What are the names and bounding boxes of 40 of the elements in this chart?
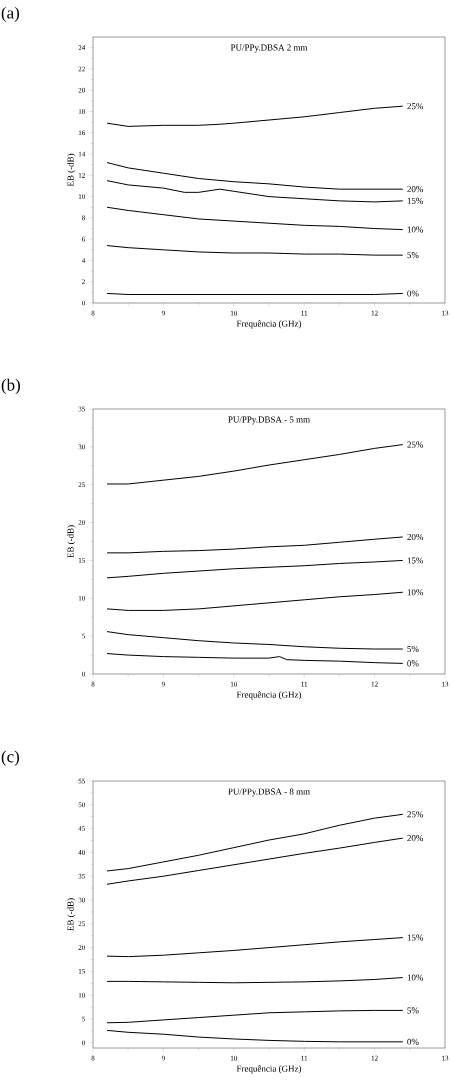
line-series [106, 444, 404, 485]
series-label: 5% [407, 252, 419, 259]
y-axis-title: EB (-dB) [67, 898, 76, 931]
series-label: 0% [407, 660, 419, 667]
text: (b) [1, 378, 20, 395]
x-axis-title: Frequência (GHz) [236, 1065, 302, 1074]
series-label: 25% [407, 103, 424, 110]
text: (c) [1, 750, 20, 766]
line-series [106, 245, 404, 256]
series-label: 10% [407, 974, 424, 981]
x-axis-title: Frequência (GHz) [236, 691, 302, 700]
series-label: 10% [407, 589, 424, 596]
series-label: 15% [407, 934, 424, 941]
line-series [106, 536, 404, 554]
series-label: 25% [407, 811, 424, 818]
y-axis-title: EB (-dB) [67, 525, 76, 558]
line-series [106, 1009, 404, 1024]
x-axis-title: Frequência (GHz) [236, 320, 302, 329]
y-axis-title: EB (-dB) [67, 153, 76, 187]
line-series [106, 631, 404, 650]
series-label: 5% [407, 645, 419, 653]
series-label: 5% [407, 1007, 419, 1014]
line-series [106, 559, 404, 579]
series-label: 15% [407, 197, 424, 204]
text: PU/PPy.DBSA 2 mm [230, 44, 308, 53]
series-label: 0% [407, 1038, 419, 1045]
series-label: 20% [407, 835, 424, 842]
series-label: 0% [407, 290, 419, 297]
line-series [106, 180, 404, 203]
line-series [106, 813, 404, 872]
series-label: 25% [407, 441, 424, 448]
text: PU/PPy.DBSA - 8 mm [228, 788, 310, 797]
text: (a) [1, 6, 20, 22]
series-label: 20% [407, 533, 424, 541]
line-series [106, 653, 404, 664]
series-label: 10% [407, 226, 424, 233]
series-label: 15% [407, 557, 424, 564]
series-label: 20% [407, 186, 424, 193]
line-series [106, 206, 404, 231]
text: PU/PPy.DBSA - 5 mm [228, 416, 310, 425]
